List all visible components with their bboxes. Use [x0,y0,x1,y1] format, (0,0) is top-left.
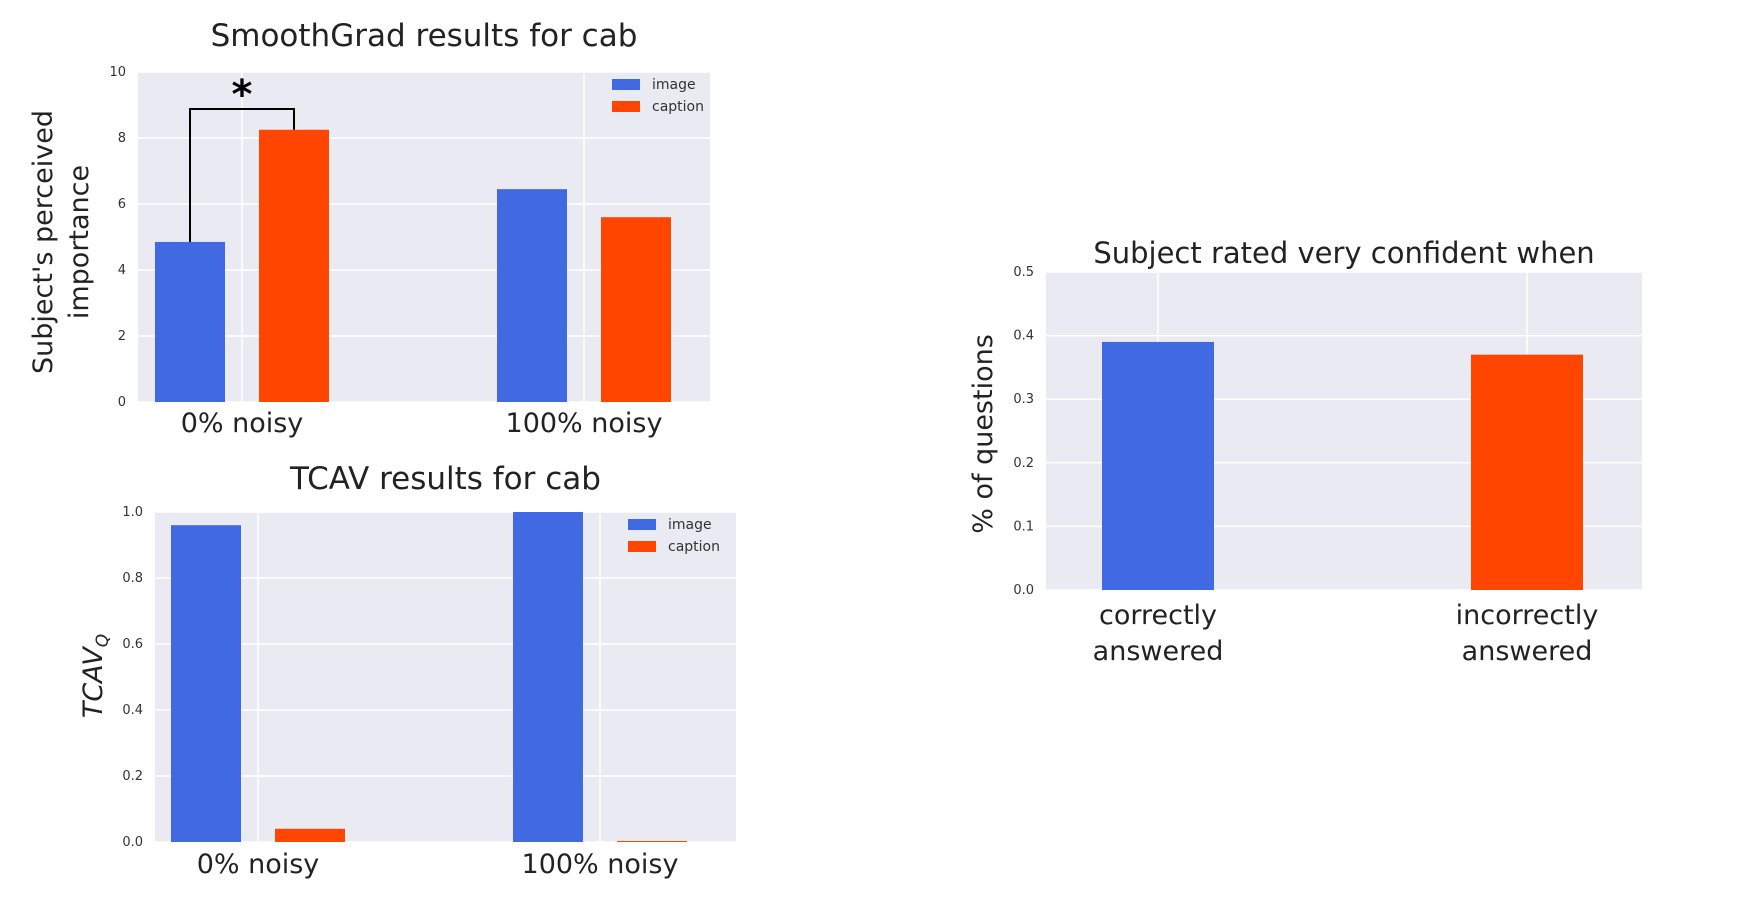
legend: image caption [612,77,704,115]
bar-caption [275,828,345,842]
category-label: 0% noisy [197,849,320,880]
plot-area [155,512,736,842]
y-axis-label-subscript: Q [93,634,113,647]
y-axis-label: % of questions [968,334,999,534]
chart-title: Subject rated very confident when [1093,236,1594,270]
significance-bracket [189,108,295,242]
y-tick-label: 10 [109,65,126,80]
category-label: correctly [1099,600,1217,631]
bar-image [155,241,225,402]
category-label: 100% noisy [506,408,663,439]
bar-caption [601,217,671,402]
bar-image [171,525,241,842]
legend-swatch-caption [612,101,640,112]
y-axis-label: importance [64,165,95,319]
category-label: answered [1462,636,1593,667]
y-tick-label: 0.2 [122,769,143,784]
legend-label-caption: caption [668,539,720,555]
y-tick-label: 6 [118,197,126,212]
y-tick-label: 0.0 [1013,583,1034,598]
y-tick-label: 0.8 [122,571,143,586]
y-tick-label: 4 [118,263,126,278]
y-tick-label: 0.5 [1013,265,1034,280]
legend-swatch-image [628,519,656,530]
y-tick-label: 0.1 [1013,519,1034,534]
y-tick-label: 0 [118,395,126,410]
legend-label-caption: caption [652,99,704,115]
chart-title: SmoothGrad results for cab [211,18,638,54]
category-label: 0% noisy [181,408,304,439]
bar-caption [259,129,329,402]
category-label: answered [1093,636,1224,667]
y-tick-label: 0.2 [1013,456,1034,471]
y-tick-label: 2 [118,329,126,344]
y-tick-label: 1.0 [122,505,143,520]
significance-star: * [232,72,253,118]
bar [1102,341,1214,590]
y-tick-label: 0.4 [122,703,143,718]
y-axis-label: TCAVQ [78,634,113,718]
y-axis-label: Subject's perceived [28,110,59,374]
legend-label-image: image [652,77,696,93]
y-tick-label: 0.6 [122,637,143,652]
bar [1471,354,1583,590]
chart-2: 0.0 0.2 0.4 0.6 0.8 1.0 TCAV results for cab 0%… [78,461,736,880]
y-tick-label: 8 [118,131,126,146]
chart-3: 0.0 0.1 0.2 0.3 0.4 0.5 Subject rated very con… [968,236,1642,667]
y-tick-label: 0.4 [1013,329,1034,344]
y-axis-label-main: TCAV [78,645,109,718]
legend-label-image: image [668,517,712,533]
chart-1: 0 2 4 6 8 10 SmoothGrad results for cab 0% nois… [28,18,710,439]
y-tick-label: 0.3 [1013,392,1034,407]
category-label: 100% noisy [522,849,679,880]
category-label: incorrectly [1456,600,1599,631]
legend-swatch-image [612,79,640,90]
legend: image caption [628,517,720,555]
bar-image [497,189,567,402]
bar-image [513,512,583,842]
legend-swatch-caption [628,541,656,552]
bar-caption [617,841,687,842]
chart-title: TCAV results for cab [289,461,601,497]
y-tick-label: 0.0 [122,835,143,850]
